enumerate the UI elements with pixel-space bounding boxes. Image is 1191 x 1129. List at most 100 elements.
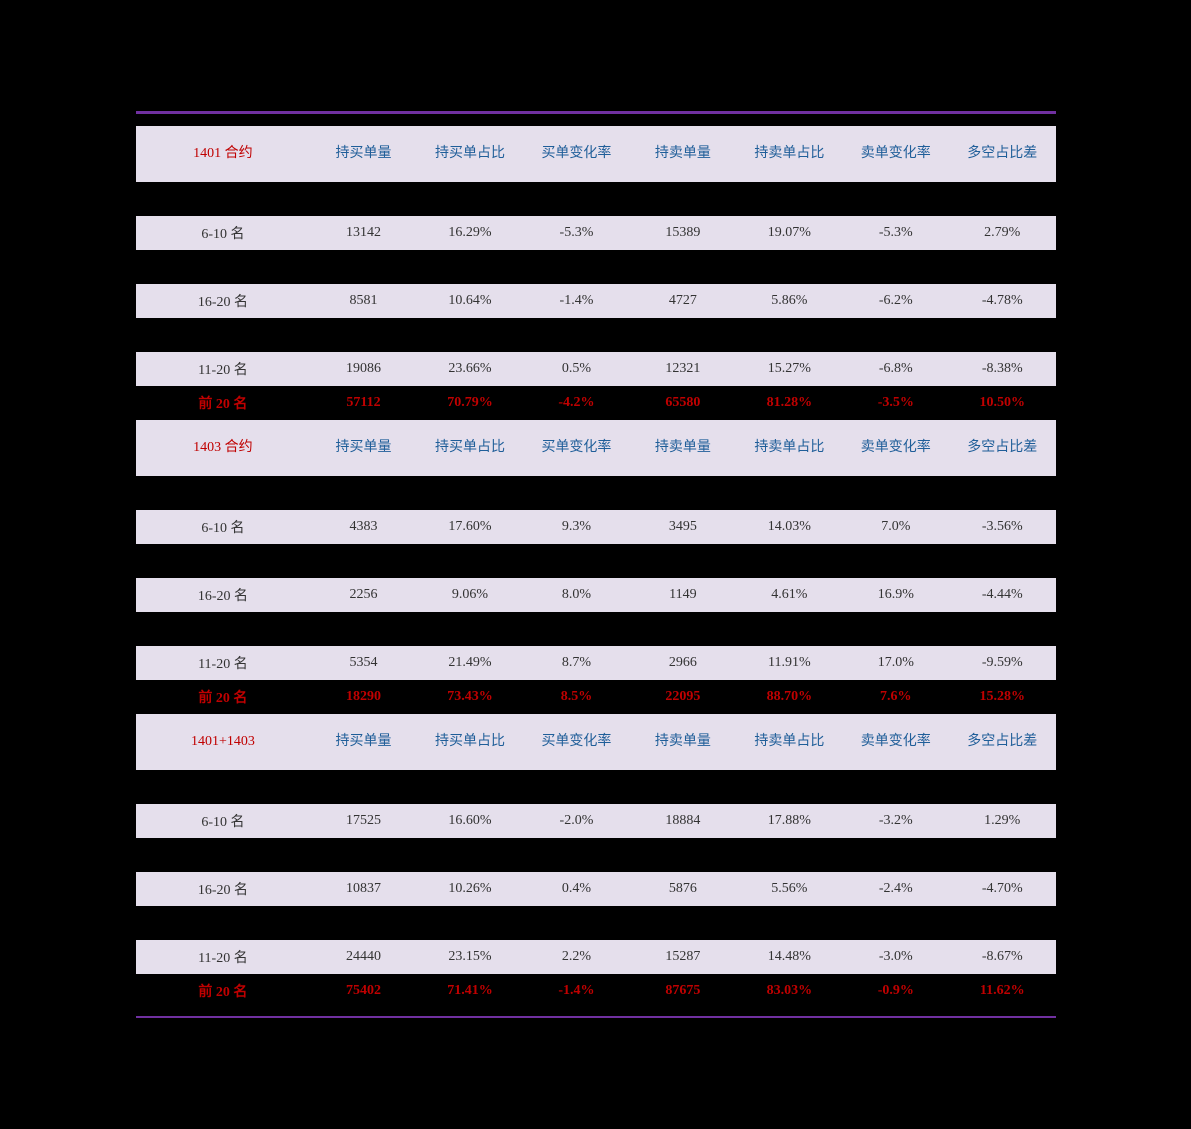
column-header: 持买单量 (310, 714, 416, 770)
cell (523, 250, 629, 284)
column-header: 多空占比差 (949, 126, 1055, 182)
cell: 15389 (630, 216, 736, 250)
cell: 2966 (630, 646, 736, 680)
column-header: 买单变化率 (523, 420, 629, 476)
cell (417, 318, 523, 352)
cell (736, 318, 842, 352)
table-row (136, 906, 1056, 940)
row-label: 6-10 名 (136, 510, 311, 544)
column-header: 多空占比差 (949, 420, 1055, 476)
cell: 1149 (630, 578, 736, 612)
column-header: 持卖单占比 (736, 126, 842, 182)
row-label (136, 838, 311, 872)
cell: 5354 (310, 646, 416, 680)
table-row (136, 476, 1056, 510)
column-header: 持卖单占比 (736, 714, 842, 770)
cell (736, 838, 842, 872)
cell: 2.2% (523, 940, 629, 974)
column-header: 持买单量 (310, 126, 416, 182)
cell: 8.7% (523, 646, 629, 680)
column-header: 持卖单量 (630, 714, 736, 770)
column-header: 持卖单量 (630, 126, 736, 182)
cell: 23.66% (417, 352, 523, 386)
row-label: 11-20 名 (136, 940, 311, 974)
cell (630, 544, 736, 578)
total-cell: 8.5% (523, 680, 629, 714)
table-row: 11-20 名2444023.15%2.2%1528714.48%-3.0%-8… (136, 940, 1056, 974)
total-cell: 81.28% (736, 386, 842, 420)
column-header: 持卖单占比 (736, 420, 842, 476)
cell: 9.06% (417, 578, 523, 612)
column-header: 买单变化率 (523, 714, 629, 770)
cell (736, 906, 842, 940)
cell (843, 906, 949, 940)
cell (949, 318, 1055, 352)
row-label (136, 612, 311, 646)
cell (523, 476, 629, 510)
cell: 15.27% (736, 352, 842, 386)
cell (736, 476, 842, 510)
cell: 1.29% (949, 804, 1055, 838)
cell: -3.2% (843, 804, 949, 838)
row-label: 6-10 名 (136, 804, 311, 838)
row-label (136, 318, 311, 352)
cell: 4383 (310, 510, 416, 544)
cell: 23.15% (417, 940, 523, 974)
column-header: 持买单占比 (417, 126, 523, 182)
column-header: 买单变化率 (523, 126, 629, 182)
cell: -6.8% (843, 352, 949, 386)
cell (310, 906, 416, 940)
row-label: 11-20 名 (136, 646, 311, 680)
cell (417, 838, 523, 872)
section-header-row: 1401 合约持买单量持买单占比买单变化率持卖单量持卖单占比卖单变化率多空占比差 (136, 126, 1056, 182)
total-label: 前 20 名 (136, 680, 311, 714)
total-row: 前 20 名5711270.79%-4.2%6558081.28%-3.5%10… (136, 386, 1056, 420)
cell (417, 612, 523, 646)
cell: 2256 (310, 578, 416, 612)
cell: -8.67% (949, 940, 1055, 974)
total-cell: 57112 (310, 386, 416, 420)
total-cell: 83.03% (736, 974, 842, 1008)
cell: -4.78% (949, 284, 1055, 318)
cell (736, 612, 842, 646)
row-label: 16-20 名 (136, 872, 311, 906)
cell (310, 182, 416, 216)
cell: -6.2% (843, 284, 949, 318)
section-label: 1403 合约 (136, 420, 311, 476)
cell: 8.0% (523, 578, 629, 612)
cell (843, 250, 949, 284)
row-label: 6-10 名 (136, 216, 311, 250)
cell (949, 182, 1055, 216)
bottom-border (136, 1016, 1056, 1018)
cell (843, 318, 949, 352)
cell: 2.79% (949, 216, 1055, 250)
column-header: 卖单变化率 (843, 714, 949, 770)
total-cell: 87675 (630, 974, 736, 1008)
cell (949, 906, 1055, 940)
cell (843, 182, 949, 216)
table-row: 6-10 名1314216.29%-5.3%1538919.07%-5.3%2.… (136, 216, 1056, 250)
total-cell: 75402 (310, 974, 416, 1008)
total-cell: 71.41% (417, 974, 523, 1008)
total-cell: 11.62% (949, 974, 1055, 1008)
total-cell: 65580 (630, 386, 736, 420)
table-row: 6-10 名438317.60%9.3%349514.03%7.0%-3.56% (136, 510, 1056, 544)
total-cell: 7.6% (843, 680, 949, 714)
total-cell: 70.79% (417, 386, 523, 420)
cell: 10.64% (417, 284, 523, 318)
cell (523, 182, 629, 216)
cell (523, 612, 629, 646)
table-row: 11-20 名1908623.66%0.5%1232115.27%-6.8%-8… (136, 352, 1056, 386)
cell (949, 476, 1055, 510)
cell (523, 544, 629, 578)
cell: 19086 (310, 352, 416, 386)
cell (949, 838, 1055, 872)
table-row (136, 838, 1056, 872)
table-row (136, 770, 1056, 804)
cell: 19.07% (736, 216, 842, 250)
row-label (136, 182, 311, 216)
cell: -3.56% (949, 510, 1055, 544)
table-row: 16-20 名858110.64%-1.4%47275.86%-6.2%-4.7… (136, 284, 1056, 318)
cell: 17.60% (417, 510, 523, 544)
cell: -2.0% (523, 804, 629, 838)
